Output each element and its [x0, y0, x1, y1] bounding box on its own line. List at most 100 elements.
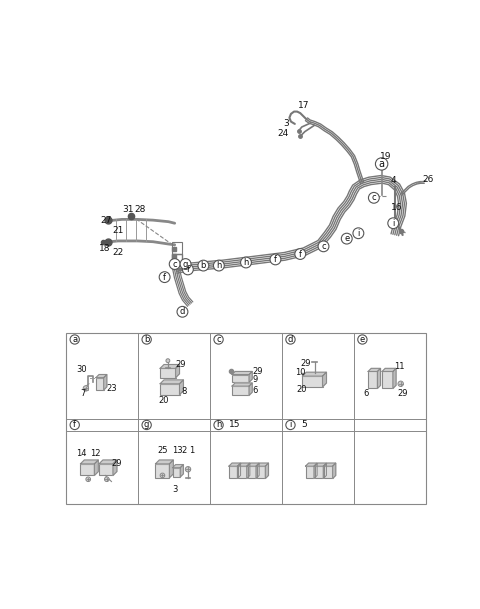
Text: c: c	[216, 335, 221, 344]
Bar	[160, 384, 180, 395]
Text: 27: 27	[100, 216, 112, 225]
Circle shape	[369, 192, 379, 203]
Bar	[302, 376, 323, 387]
Text: 5: 5	[301, 420, 307, 429]
Text: 29: 29	[176, 360, 186, 369]
Text: g: g	[183, 259, 188, 269]
Circle shape	[295, 248, 306, 259]
Bar	[248, 466, 256, 479]
Bar	[382, 371, 393, 389]
Circle shape	[286, 420, 295, 429]
Text: 3: 3	[283, 119, 288, 128]
Text: f: f	[299, 250, 302, 259]
Text: h: h	[216, 420, 221, 429]
Text: 22: 22	[113, 248, 124, 257]
Circle shape	[185, 466, 191, 472]
Polygon shape	[176, 365, 180, 378]
Polygon shape	[229, 463, 240, 466]
Polygon shape	[368, 368, 381, 371]
Polygon shape	[104, 375, 107, 390]
Text: a: a	[72, 335, 77, 344]
Bar	[315, 466, 324, 479]
Polygon shape	[393, 368, 396, 389]
Polygon shape	[160, 380, 183, 384]
Text: b: b	[201, 261, 206, 270]
Bar	[232, 375, 249, 382]
Polygon shape	[324, 463, 326, 479]
Circle shape	[358, 335, 367, 344]
Circle shape	[240, 257, 252, 268]
Bar	[368, 371, 377, 389]
Text: 3: 3	[172, 485, 178, 494]
Polygon shape	[256, 463, 259, 479]
Text: 9: 9	[252, 375, 257, 384]
Circle shape	[70, 335, 79, 344]
Polygon shape	[160, 365, 180, 368]
Text: 19: 19	[380, 152, 392, 161]
Text: c: c	[172, 259, 177, 269]
Text: 8: 8	[182, 387, 187, 396]
Bar	[324, 466, 333, 479]
Text: 25: 25	[157, 446, 168, 456]
Circle shape	[198, 260, 209, 271]
Circle shape	[318, 241, 329, 252]
Text: h: h	[216, 261, 222, 270]
Polygon shape	[314, 463, 317, 479]
Circle shape	[166, 359, 170, 362]
Text: 2: 2	[182, 446, 187, 456]
Polygon shape	[238, 463, 250, 466]
Text: 30: 30	[76, 365, 86, 375]
Bar	[232, 386, 249, 395]
Bar	[66, 333, 426, 504]
Text: f: f	[186, 265, 190, 274]
Circle shape	[83, 385, 89, 391]
Circle shape	[160, 473, 165, 477]
Text: f: f	[274, 255, 277, 264]
Circle shape	[70, 420, 79, 429]
Polygon shape	[232, 383, 252, 386]
Text: 10: 10	[295, 368, 305, 378]
Text: 29: 29	[301, 359, 312, 368]
Text: 17: 17	[298, 101, 310, 110]
Text: 26: 26	[423, 175, 434, 184]
Polygon shape	[248, 463, 259, 466]
Bar	[229, 466, 238, 479]
Text: 6: 6	[363, 389, 369, 398]
Text: d: d	[288, 335, 293, 344]
Text: 21: 21	[113, 227, 124, 236]
Polygon shape	[302, 372, 326, 376]
Circle shape	[353, 228, 364, 239]
Circle shape	[214, 335, 223, 344]
Circle shape	[388, 218, 399, 228]
Bar	[81, 464, 95, 476]
Circle shape	[159, 272, 170, 283]
Bar	[160, 368, 176, 378]
Polygon shape	[180, 380, 183, 395]
Text: h: h	[243, 258, 249, 267]
Text: 4: 4	[391, 177, 396, 185]
Polygon shape	[232, 371, 252, 375]
Text: a: a	[379, 159, 384, 169]
Text: i: i	[289, 420, 292, 429]
Text: i: i	[392, 219, 395, 228]
Text: 12: 12	[90, 449, 100, 459]
Text: i: i	[357, 229, 360, 238]
Polygon shape	[315, 463, 326, 466]
Bar	[172, 242, 181, 254]
Circle shape	[214, 420, 223, 429]
Text: g: g	[144, 420, 149, 429]
Circle shape	[286, 335, 295, 344]
Polygon shape	[81, 460, 98, 464]
Polygon shape	[305, 463, 317, 466]
Text: 24: 24	[277, 128, 288, 138]
Circle shape	[398, 381, 403, 387]
Bar	[172, 468, 180, 477]
Circle shape	[169, 259, 180, 269]
Polygon shape	[238, 463, 240, 479]
Polygon shape	[382, 368, 396, 371]
Polygon shape	[323, 372, 326, 387]
Circle shape	[86, 477, 91, 482]
Circle shape	[177, 306, 188, 317]
Bar	[99, 464, 113, 476]
Text: 18: 18	[99, 244, 110, 253]
